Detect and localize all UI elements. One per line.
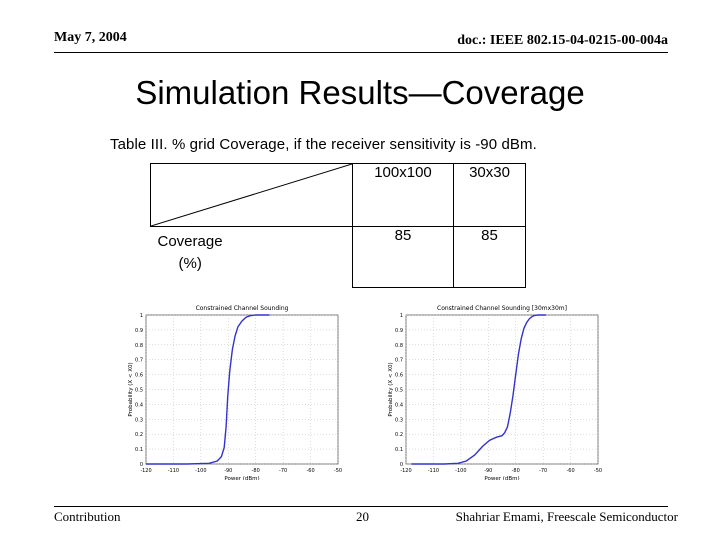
slide-title: Simulation Results—Coverage: [135, 74, 585, 111]
x-tick-label: -50: [594, 468, 602, 474]
y-tick-label: 0.7: [135, 358, 143, 364]
chart-title: Constrained Channel Sounding [30mx30m]: [437, 305, 567, 312]
y-tick-label: 0.3: [395, 417, 403, 423]
y-tick-label: 0.1: [395, 447, 403, 453]
y-tick-label: 0: [400, 462, 403, 468]
y-tick-label: 0.5: [395, 388, 403, 394]
row-label-unit: (%): [178, 255, 202, 272]
y-tick-label: 0.3: [135, 417, 143, 423]
x-tick-label: -100: [455, 468, 466, 474]
y-tick-label: 1: [140, 313, 143, 319]
y-tick-label: 0.6: [135, 373, 143, 379]
y-axis-label: Probability (X < X0): [388, 362, 394, 416]
y-tick-label: 0.5: [135, 388, 143, 394]
header-date: May 7, 2004: [54, 30, 127, 45]
y-tick-label: 0.2: [135, 432, 143, 438]
x-tick-label: -110: [168, 468, 179, 474]
y-tick-label: 0.2: [395, 432, 403, 438]
table-header-row: 100x100 30x30: [150, 163, 526, 227]
x-tick-label: -100: [195, 468, 206, 474]
footer-contribution: Contribution: [54, 509, 121, 524]
y-tick-label: 0.4: [395, 402, 403, 408]
x-tick-label: -110: [428, 468, 439, 474]
chart-right-svg: Constrained Channel Sounding [30mx30m] -1…: [388, 305, 602, 482]
corner-diagonal: [151, 164, 352, 226]
y-tick-label: 0.9: [135, 328, 143, 334]
chart-left: Constrained Channel Sounding -120 -110 -100…: [126, 300, 350, 485]
y-tick-label: 0.9: [395, 328, 403, 334]
x-tick-label: -80: [512, 468, 520, 474]
row-label-cell: Coverage (%): [150, 226, 353, 287]
y-tick-label: 0.8: [395, 343, 403, 349]
x-tick-label: -50: [334, 468, 342, 474]
y-tick-label: 1: [400, 313, 403, 319]
x-tick-label: -60: [566, 468, 574, 474]
y-tick-label: 0.1: [135, 447, 143, 453]
x-tick-label: -120: [400, 468, 411, 474]
x-tick-label: -90: [224, 468, 232, 474]
y-tick-label: 0.6: [395, 373, 403, 379]
y-tick-label: 0.7: [395, 358, 403, 364]
x-axis-label: Power (dBm): [224, 476, 259, 480]
y-tick-label: 0: [140, 462, 143, 468]
coverage-table: 100x100 30x30 Coverage (%) 85 85: [150, 163, 526, 288]
footer-author: Shahriar Emami, Freescale Semiconductor: [455, 509, 678, 524]
x-tick-label: -120: [140, 468, 151, 474]
cdf-series-line: [146, 314, 270, 465]
x-tick-label: -60: [306, 468, 314, 474]
table-corner-cell: [150, 163, 353, 227]
table-caption: Table III. % grid Coverage, if the recei…: [110, 136, 537, 153]
y-tick-label: 0.8: [135, 343, 143, 349]
x-tick-label: -70: [279, 468, 287, 474]
chart-left-svg: Constrained Channel Sounding -120 -110 -100…: [128, 305, 342, 482]
chart-title: Constrained Channel Sounding: [196, 305, 289, 312]
chart-right: Constrained Channel Sounding [30mx30m] -1…: [382, 300, 612, 485]
y-axis-label: Probability (X < X0): [128, 362, 134, 416]
y-tick-label: 0.4: [135, 402, 143, 408]
x-tick-label: -70: [539, 468, 547, 474]
row-label: Coverage: [157, 233, 223, 250]
cdf-series-line: [411, 314, 546, 465]
table-cell-30x30: 85: [453, 226, 526, 288]
column-header-100x100: 100x100: [352, 163, 454, 227]
x-tick-label: -80: [252, 468, 260, 474]
header-doc-id: doc.: IEEE 802.15-04-0215-00-004a: [457, 33, 668, 48]
x-axis-label: Power (dBm): [484, 476, 519, 480]
page-number: 20: [356, 509, 369, 524]
header-rule: [54, 52, 668, 53]
column-header-30x30: 30x30: [453, 163, 526, 227]
table-cell-100x100: 85: [352, 226, 454, 288]
footer-rule: [54, 506, 668, 507]
x-tick-label: -90: [484, 468, 492, 474]
table-row: Coverage (%) 85 85: [150, 226, 526, 288]
